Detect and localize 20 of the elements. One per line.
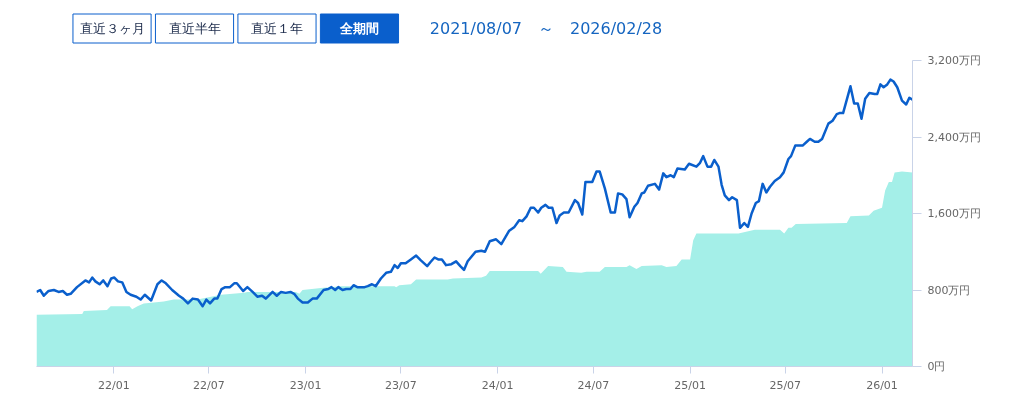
x-tick-label: 22/01 (97, 378, 130, 392)
x-tick-label: 23/01 (289, 378, 322, 392)
x-tick-label: 25/07 (769, 378, 802, 392)
x-tick-label: 23/07 (385, 378, 417, 392)
y-tick-label: 3,200万円 (927, 54, 981, 67)
y-tick-label: 0円 (927, 360, 946, 373)
chart-title: 2021/08/07 ～ 2026/02/28 (429, 19, 663, 38)
y-tick-label: 1,600万円 (927, 207, 981, 220)
x-tick-label: 25/01 (674, 378, 706, 392)
text: 直近半年 (168, 21, 221, 36)
text: 直近３ヶ月 (79, 21, 145, 36)
line-series (36, 78, 913, 308)
y-tick-label: 2,400万円 (927, 130, 981, 144)
x-tick-label: 22/07 (193, 378, 225, 392)
text: 全期間 (338, 21, 379, 36)
y-tick-label: 800万円 (927, 283, 971, 297)
x-tick-label: 24/07 (577, 378, 610, 392)
text: 直近１年 (250, 21, 303, 36)
x-tick-label: 26/01 (866, 378, 898, 392)
x-tick-label: 24/01 (481, 378, 514, 392)
